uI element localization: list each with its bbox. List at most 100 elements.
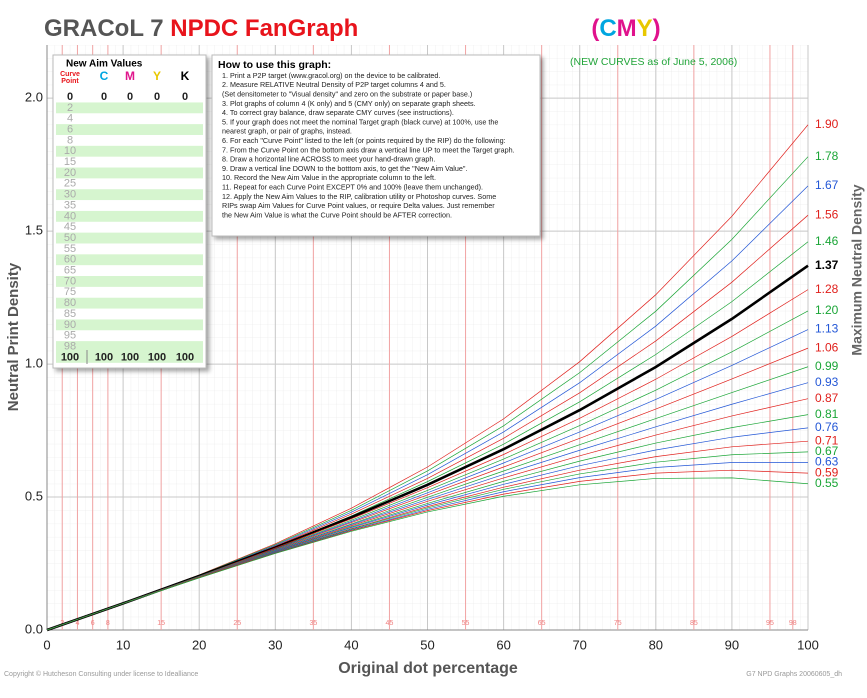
plot: 1.90 1.78 1.67 1.56 1.46 1.37 1.28 1.20 1.13 1.06… [46, 117, 839, 632]
table-cell: 85 [64, 308, 76, 320]
x-tick-label: 80 [649, 637, 663, 652]
instruction-line: 1. Print a P2P target (www.gracol.org) o… [222, 71, 440, 80]
curve-label: 1.37 [815, 258, 839, 272]
y-tick-label: 0.0 [25, 621, 43, 636]
instruction-line: (Set densitometer to "Visual density" an… [222, 90, 472, 99]
curve-point-label: 35 [309, 620, 317, 627]
table-cell: 0 [154, 91, 160, 103]
curve-label: 0.99 [815, 359, 839, 373]
curve-label: 0.59 [815, 465, 839, 479]
curve-point-label: 45 [386, 620, 394, 627]
instruction-line: nearest graph, or pair of graphs, instea… [222, 127, 352, 136]
subtitle-part: ( [591, 15, 599, 42]
table-cell: 100 [176, 351, 194, 363]
instruction-line: 8. Draw a horizontal line ACROSS to meet… [222, 155, 435, 164]
curve-point-label: 98 [789, 620, 797, 627]
curve-label: 1.06 [815, 340, 839, 354]
curve-label: 0.63 [815, 455, 839, 469]
instruction-line: RIPs swap Aim Values for Curve Point val… [222, 201, 495, 210]
curve-label: 1.67 [815, 178, 839, 192]
table-header: Y [153, 69, 161, 83]
curve-label: 1.46 [815, 234, 839, 248]
curve-point-label: 75 [614, 620, 622, 627]
table-row-bg [56, 232, 203, 244]
x-tick-label: 0 [43, 637, 50, 652]
table-cell: 0 [101, 91, 107, 103]
table-row-bg [56, 319, 203, 331]
title-part: GRACoL 7 [44, 15, 164, 42]
table-row-bg [56, 254, 203, 266]
table-cell: 98 [64, 340, 76, 352]
table-cell: 35 [64, 199, 76, 211]
curve-label: 0.93 [815, 375, 839, 389]
curve-label: 0.76 [815, 420, 839, 434]
table-cell: 60 [64, 254, 76, 266]
table-row-bg [56, 351, 203, 363]
instruction-line: 12. Apply the New Aim Values to the RIP,… [222, 192, 496, 201]
curve-point-label: 65 [538, 620, 546, 627]
table-header: Curve [60, 71, 80, 78]
subtitle-part: Y [637, 15, 653, 42]
instruction-line: 4. To correct gray balance, draw separat… [222, 108, 454, 117]
curve-point-label: 95 [766, 620, 774, 627]
table-cell: 0 [127, 91, 133, 103]
x-tick-label: 70 [572, 637, 586, 652]
curve-label: 1.13 [815, 322, 839, 336]
table-cell: 70 [64, 275, 76, 287]
table-cell: 80 [64, 297, 76, 309]
table-row-bg [56, 145, 203, 157]
subtitle-part: C [599, 15, 616, 42]
curve-point-label: 15 [157, 620, 165, 627]
table-row-bg [56, 297, 203, 309]
table-cell: 6 [67, 123, 73, 135]
table-cell: 45 [64, 221, 76, 233]
table-header: Point [61, 78, 79, 85]
x-tick-label: 50 [420, 637, 434, 652]
table-cell: 100 [61, 351, 79, 363]
curve [46, 477, 809, 631]
table-cell: 25 [64, 178, 76, 190]
instructions: How to use this graph:1. Print a P2P tar… [211, 54, 541, 237]
footer: Copyright © Hutcheson Consulting under l… [4, 670, 198, 678]
table-row-bg [56, 124, 203, 135]
curve-label: 1.78 [815, 149, 839, 163]
curve-point-label: 25 [233, 620, 241, 627]
instruction-line: 5. If your graph does not meet the nomin… [222, 117, 498, 126]
table-title: New Aim Values [66, 59, 143, 70]
curve-point-label: 55 [462, 620, 470, 627]
table-cell: 15 [64, 156, 76, 168]
table-cell: 100 [148, 351, 166, 363]
instruction-line: 2. Measure RELATIVE Neutral Density of P… [222, 80, 446, 89]
curve-point-label: 8 [106, 620, 110, 627]
x-tick-label: 60 [496, 637, 510, 652]
table-cell: 75 [64, 286, 76, 298]
table-cell: 8 [67, 134, 73, 146]
table-cell: 100 [121, 351, 139, 363]
x-tick-label: 30 [268, 637, 282, 652]
curve-label: 0.71 [815, 433, 839, 447]
y-axis-label: Neutral Print Density [5, 262, 22, 411]
curve-label: 1.90 [815, 117, 839, 131]
x-tick-label: 40 [344, 637, 358, 652]
table-row-bg [56, 341, 203, 352]
curve-point-label: 4 [75, 620, 79, 627]
table-cell: 30 [64, 189, 76, 201]
x-tick-label: 90 [725, 637, 739, 652]
instruction-line: the New Aim Value is what the Curve Poin… [222, 210, 452, 219]
instruction-line: 3. Plot graphs of column 4 (K only) and … [222, 99, 476, 108]
instruction-line: 7. From the Curve Point on the bottom ax… [222, 145, 515, 154]
footer: G7 NPD Graphs 20060605_dh [746, 671, 842, 678]
table-cell: 2 [67, 102, 73, 114]
curve-label: 0.87 [815, 391, 839, 405]
y-tick-label: 2.0 [25, 90, 43, 105]
table-cell: 0 [67, 91, 73, 103]
instruction-line: 10. Record the New Aim Value in the appr… [222, 173, 436, 182]
table-cell: 95 [64, 330, 76, 342]
subtitle: (CMY) [591, 15, 660, 42]
table-cell: 55 [64, 243, 76, 255]
table-header: K [181, 69, 190, 83]
table-header: C [100, 69, 109, 83]
curve-label: 1.20 [815, 303, 839, 317]
